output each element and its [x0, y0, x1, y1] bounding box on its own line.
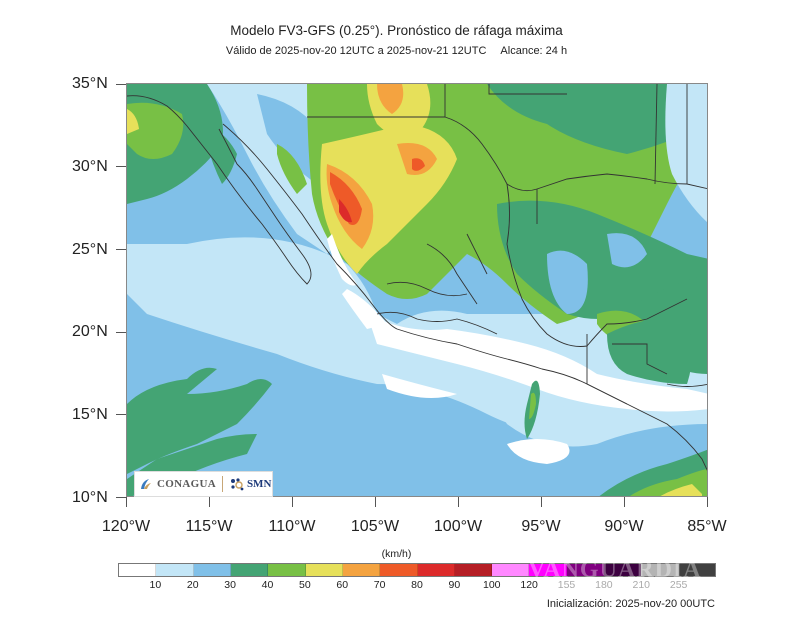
colorbar-segment [417, 564, 455, 576]
colorbar-segment [268, 564, 306, 576]
colorbar-label: 30 [224, 579, 236, 591]
lat-label: 15°N [72, 406, 108, 423]
lat-label: 25°N [72, 241, 108, 258]
colorbar-segment [342, 564, 381, 576]
colorbar-segment [230, 564, 269, 576]
valid-period: Válido de 2025-nov-20 12UTC a 2025-nov-2… [225, 45, 487, 57]
lat-tick [116, 497, 126, 498]
colorbar-label: 155 [557, 579, 576, 591]
colorbar [118, 563, 716, 577]
lon-label: 120°W [101, 518, 151, 535]
forecast-range: Alcance: 24 h [500, 45, 568, 57]
lon-tick [292, 497, 293, 507]
colorbar-segment [529, 564, 567, 576]
colorbar-label: 60 [336, 579, 349, 591]
colorbar-segment [119, 564, 157, 576]
colorbar-label: 210 [632, 579, 651, 591]
colorbar-label: 20 [186, 579, 199, 591]
colorbar-label: 120 [520, 579, 538, 591]
colorbar-segment [641, 564, 679, 576]
lon-label: 100°W [433, 518, 483, 535]
lon-tick [707, 497, 708, 507]
colorbar-label: 40 [261, 579, 274, 591]
lat-label: 10°N [72, 489, 108, 506]
lon-label: 95°W [521, 518, 561, 535]
lat-tick [116, 249, 126, 250]
lon-tick [541, 497, 542, 507]
lon-label: 90°W [604, 518, 644, 535]
colorbar-segment [566, 564, 605, 576]
smn-label: SMN [246, 478, 272, 490]
colorbar-segment [678, 564, 715, 576]
wind-gust-field [127, 84, 707, 496]
lon-tick [624, 497, 625, 507]
lat-label: 20°N [72, 323, 108, 340]
logo-divider [221, 476, 223, 492]
lon-tick [126, 497, 127, 507]
colorbar-units: (km/h) [381, 548, 412, 560]
colorbar-label: 10 [149, 579, 162, 591]
lon-label: 105°W [350, 518, 400, 535]
lat-tick [116, 84, 126, 85]
lon-label: 115°W [185, 518, 233, 535]
lon-tick [375, 497, 376, 507]
initialization-time: Inicialización: 2025-nov-20 00UTC [546, 598, 715, 610]
colorbar-label: 180 [595, 579, 613, 591]
conagua-label: CONAGUA [157, 478, 216, 490]
colorbar-segment [454, 564, 493, 576]
colorbar-label: 90 [448, 579, 461, 591]
colorbar-label: 80 [411, 579, 423, 591]
colorbar-segment [492, 564, 530, 576]
forecast-map[interactable] [126, 83, 708, 497]
map-subtitle: Válido de 2025-nov-20 12UTC a 2025-nov-2… [0, 45, 793, 57]
lon-label: 85°W [687, 518, 727, 535]
conagua-logo-icon [141, 479, 151, 489]
lat-tick [116, 414, 126, 415]
lat-label: 35°N [72, 75, 108, 92]
map-title: Modelo FV3-GFS (0.25°). Pronóstico de rá… [230, 23, 563, 38]
colorbar-segment [193, 564, 231, 576]
lon-tick [209, 497, 210, 507]
colorbar-segment [156, 564, 194, 576]
conagua-smn-logo: CONAGUA SMN [134, 471, 273, 497]
colorbar-segment [604, 564, 642, 576]
lat-tick [116, 166, 126, 167]
lon-label: 110°W [268, 518, 316, 535]
colorbar-label: 70 [373, 579, 386, 591]
lat-tick [116, 332, 126, 333]
colorbar-label: 255 [669, 579, 688, 591]
lat-label: 30°N [72, 158, 108, 175]
smn-logo-icon [230, 478, 244, 491]
colorbar-label: 50 [299, 579, 311, 591]
colorbar-segment [305, 564, 343, 576]
lon-tick [458, 497, 459, 507]
colorbar-segment [380, 564, 418, 576]
colorbar-label: 100 [482, 579, 501, 591]
